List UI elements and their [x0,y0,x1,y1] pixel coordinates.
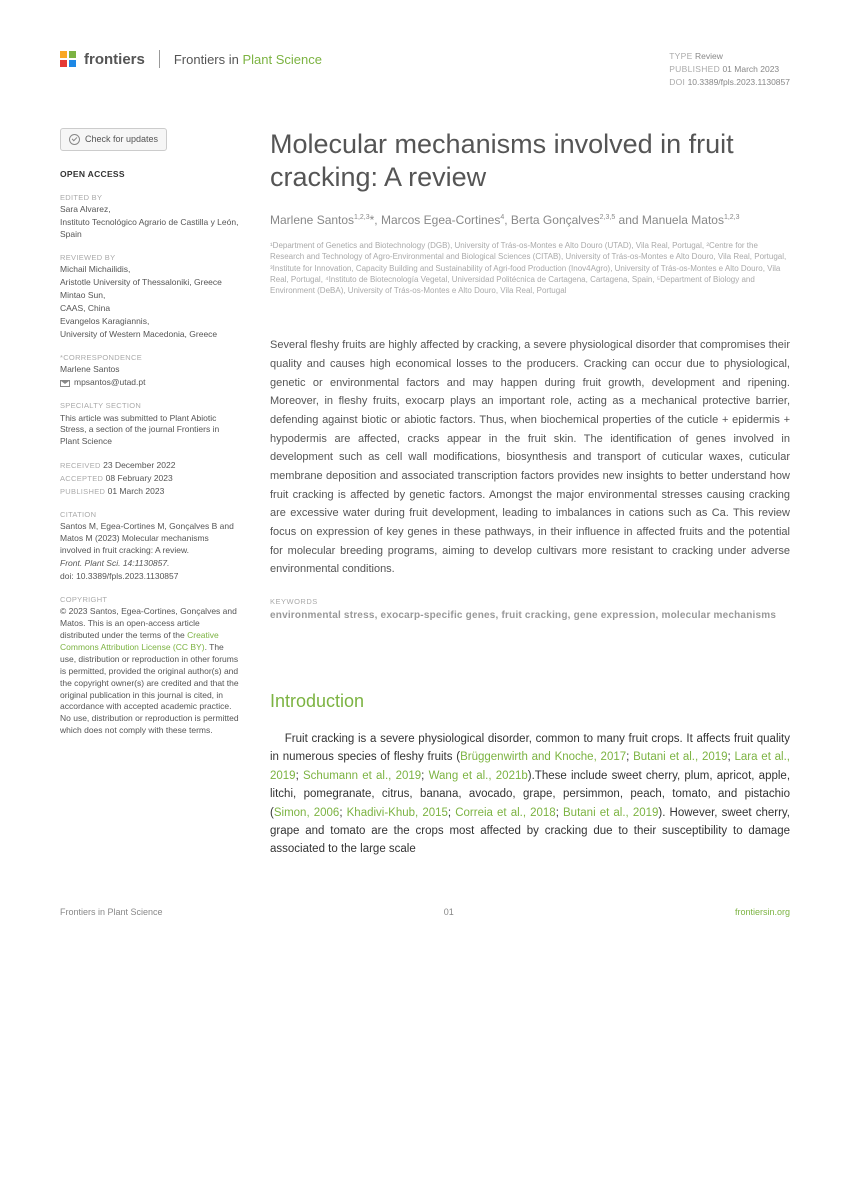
page-number: 01 [444,907,454,917]
article-title: Molecular mechanisms involved in fruit c… [270,128,790,193]
article-meta: TYPE Review PUBLISHED 01 March 2023 DOI … [669,50,790,88]
authors: Marlene Santos1,2,3*, Marcos Egea-Cortin… [270,211,790,230]
frontiers-logo-icon [60,51,76,67]
journal-name: Frontiers in Plant Science [174,52,322,67]
sidebar: Check for updates OPEN ACCESS EDITED BY … [60,128,240,859]
editor-name: Sara Alvarez, [60,204,240,216]
correspondence-label: *CORRESPONDENCE [60,353,240,364]
edited-by-label: EDITED BY [60,193,240,204]
affiliations: ¹Department of Genetics and Biotechnolog… [270,240,790,296]
copyright-label: COPYRIGHT [60,595,240,606]
brand-text: frontiers [84,51,145,68]
specialty-label: SPECIALTY SECTION [60,401,240,412]
citation-text: Santos M, Egea-Cortines M, Gonçalves B a… [60,521,240,557]
page-header: frontiers Frontiers in Plant Science TYP… [60,50,790,88]
keywords-label: KEYWORDS [270,597,790,606]
corr-author: Marlene Santos [60,364,240,376]
check-updates-button[interactable]: Check for updates [60,128,167,151]
intro-paragraph: Fruit cracking is a severe physiological… [270,730,790,859]
reviewer: Mintao Sun, [60,290,240,302]
editor-affil: Instituto Tecnológico Agrario de Castill… [60,217,240,241]
reviewer: Evangelos Karagiannis, [60,316,240,328]
check-icon [69,134,80,145]
copyright-text: © 2023 Santos, Egea-Cortines, Gonçalves … [60,606,240,737]
footer-journal: Frontiers in Plant Science [60,907,163,917]
corr-email-row: mpsantos@utad.pt [60,377,240,389]
citation-label: CITATION [60,510,240,521]
divider [159,50,160,68]
specialty-text: This article was submitted to Plant Abio… [60,413,240,449]
corr-email[interactable]: mpsantos@utad.pt [74,377,145,389]
footer-link[interactable]: frontiersin.org [735,907,790,917]
keywords: environmental stress, exocarp-specific g… [270,610,790,621]
page-footer: Frontiers in Plant Science 01 frontiersi… [60,899,790,917]
reviewer: Aristotle University of Thessaloniki, Gr… [60,277,240,289]
email-icon [60,380,70,387]
reviewer: University of Western Macedonia, Greece [60,329,240,341]
reviewer: Michail Michailidis, [60,264,240,276]
reviewed-by-label: REVIEWED BY [60,253,240,264]
abstract: Several fleshy fruits are highly affecte… [270,336,790,579]
open-access-label: OPEN ACCESS [60,169,240,181]
brand-block: frontiers Frontiers in Plant Science [60,50,322,68]
reviewer: CAAS, China [60,303,240,315]
article-main: Molecular mechanisms involved in fruit c… [270,128,790,859]
section-heading-introduction: Introduction [270,691,790,712]
